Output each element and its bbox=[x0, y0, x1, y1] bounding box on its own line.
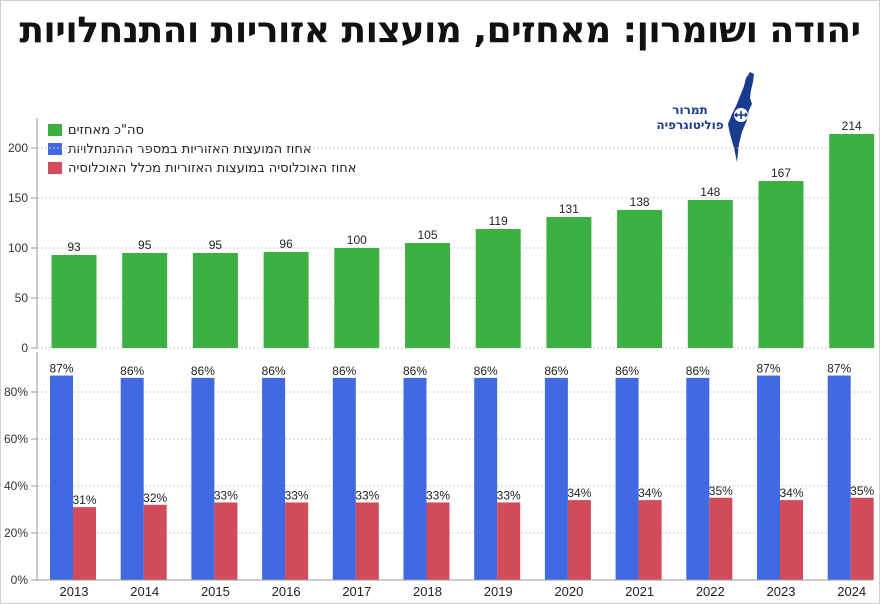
legend-label: אחוז האוכלוסיה במועצות האזוריות מכלל האו… bbox=[68, 160, 357, 176]
logo: תמרור פוליטוגרפיה bbox=[640, 70, 762, 170]
legend-label: אחוז המועצות האזוריות במספר ההתנחלויות bbox=[68, 141, 312, 157]
legend-swatch-green bbox=[48, 124, 62, 136]
legend-item-outposts: סה"כ מאחזים bbox=[48, 121, 356, 139]
legend-label: סה"כ מאחזים bbox=[68, 122, 144, 138]
legend-item-councils-share: אחוז המועצות האזוריות במספר ההתנחלויות bbox=[48, 140, 356, 158]
legend-swatch-red bbox=[48, 162, 62, 174]
legend: סה"כ מאחזים אחוז המועצות האזוריות במספר … bbox=[48, 121, 356, 178]
israel-map-icon bbox=[728, 72, 754, 162]
legend-swatch-blue bbox=[48, 143, 62, 155]
logo-text-line2: פוליטוגרפיה bbox=[656, 118, 724, 132]
chart-title: יהודה ושומרון: מאחזים, מועצות אזוריות וה… bbox=[19, 10, 861, 51]
legend-item-population-share: אחוז האוכלוסיה במועצות האזוריות מכלל האו… bbox=[48, 159, 356, 177]
logo-text-line1: תמרור bbox=[672, 103, 708, 117]
